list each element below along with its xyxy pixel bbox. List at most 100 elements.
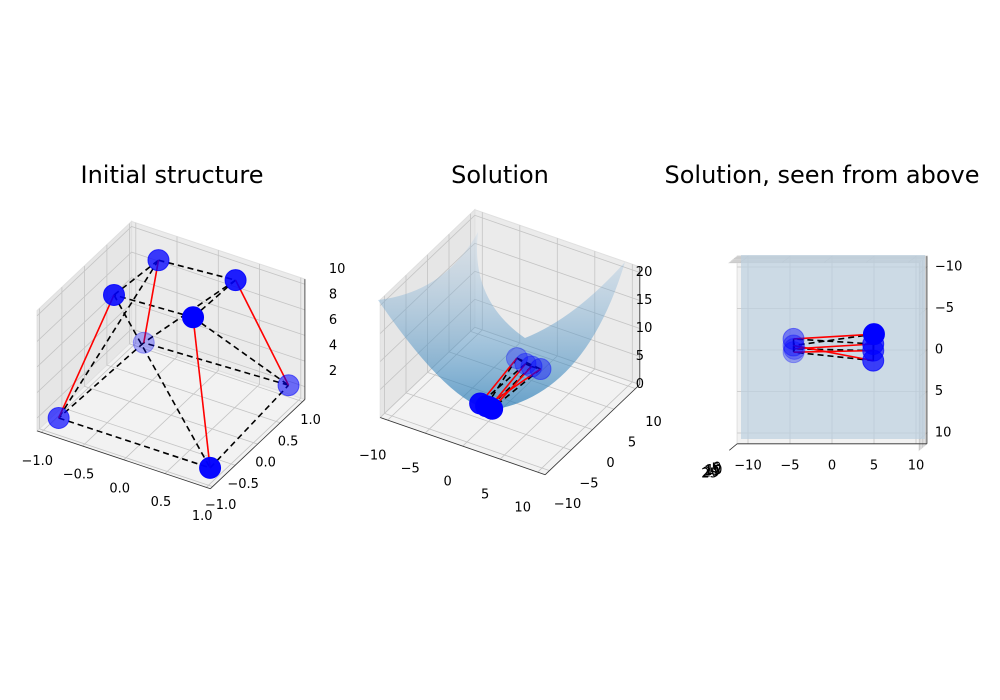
grid-line	[84, 266, 258, 445]
node	[132, 331, 155, 354]
y-tick-label: 0.0	[255, 456, 276, 471]
cable	[793, 338, 874, 345]
z-tick-label: 15	[704, 464, 721, 479]
cable	[793, 333, 875, 347]
bar	[57, 294, 115, 419]
node	[103, 283, 125, 306]
y-tick-label: 0.5	[278, 434, 299, 449]
y-tick-label: 1.0	[300, 413, 321, 428]
x-tick-label: 10	[935, 426, 952, 441]
node	[505, 347, 528, 370]
x-tick-label: −10	[359, 449, 386, 464]
z-tick-label: 5	[636, 349, 644, 364]
node	[520, 355, 543, 378]
surface-sheet	[378, 232, 625, 410]
z-tick-label: 0	[713, 460, 721, 475]
cable	[792, 338, 796, 349]
grid-line	[39, 308, 213, 487]
x-tick-label: −5	[401, 462, 420, 477]
z-tick-label: 15	[636, 293, 653, 308]
z-tick-label: 20	[636, 265, 653, 280]
cable	[58, 342, 145, 419]
node	[277, 374, 300, 397]
axes-back	[36, 220, 306, 490]
y-tick-label: −1.0	[205, 498, 237, 513]
y-tick-label: −5	[579, 477, 598, 492]
bar	[234, 279, 290, 386]
grid-line	[36, 226, 306, 317]
node	[862, 349, 885, 372]
node	[182, 306, 205, 329]
x-tick-label: −10	[935, 260, 962, 275]
y-tick-label: 5	[628, 436, 636, 451]
z-tick-label: 0	[636, 377, 644, 392]
node	[783, 337, 806, 360]
grid-line	[36, 251, 306, 342]
grid-line	[41, 222, 137, 433]
cable	[143, 341, 289, 386]
grid-line	[36, 328, 306, 419]
cable	[57, 259, 160, 419]
y-tick-label: −10	[554, 497, 581, 512]
surface	[378, 232, 625, 410]
z-tick-label: 10	[706, 463, 723, 478]
z-tick-label: 4	[329, 339, 337, 354]
cable	[113, 294, 194, 319]
x-tick-label: −5	[935, 301, 954, 316]
y-tick-label: 5	[870, 458, 878, 473]
x-tick-label: 0	[935, 343, 943, 358]
z-tick-label: 25	[701, 467, 718, 482]
cable	[158, 259, 236, 281]
chart-title: Solution, seen from above	[665, 161, 980, 189]
chart-title: Initial structure	[81, 161, 264, 189]
x-tick-label: 0.5	[151, 495, 172, 510]
grid-line	[36, 277, 306, 368]
node	[514, 352, 537, 375]
x-axis-line	[36, 430, 211, 490]
x-tick-label: 0.0	[109, 481, 130, 496]
x-axis-line	[380, 417, 546, 476]
y-tick-label: 0	[606, 456, 614, 471]
bar	[793, 349, 874, 353]
cable	[113, 294, 211, 469]
node	[147, 249, 170, 272]
x-tick-label: 1.0	[192, 509, 213, 524]
chart-title: Solution	[451, 161, 549, 189]
cable	[209, 384, 290, 469]
x-tick-label: 0	[444, 475, 452, 490]
x-tick-label: −0.5	[63, 468, 95, 483]
y-tick-label: 10	[645, 415, 662, 430]
grid-line	[123, 250, 219, 461]
bar	[793, 333, 874, 340]
y-tick-label: −0.5	[227, 477, 259, 492]
grid-line	[206, 277, 302, 488]
grid-line	[106, 244, 281, 424]
node	[782, 327, 805, 350]
cable	[525, 363, 532, 368]
grid-line	[82, 236, 178, 447]
z-tick-label: 10	[329, 262, 346, 277]
node	[782, 334, 805, 357]
node	[782, 341, 805, 364]
z-tick-label: 2	[329, 364, 337, 379]
y-axis-line	[544, 384, 641, 475]
node	[199, 456, 222, 479]
x-tick-label: 10	[514, 501, 531, 516]
z-tick-label: 8	[329, 287, 337, 302]
cable	[516, 357, 541, 370]
grid-line	[129, 223, 303, 402]
z-tick-label: 5	[711, 462, 719, 477]
x-tick-label: −1.0	[21, 454, 53, 469]
node	[224, 269, 247, 292]
y-tick-label: −10	[734, 458, 761, 473]
x-tick-label: 5	[481, 488, 489, 503]
cable	[793, 351, 874, 362]
z-tick-label: 10	[636, 321, 653, 336]
node	[47, 407, 70, 429]
z-tick-label: 20	[703, 465, 720, 480]
